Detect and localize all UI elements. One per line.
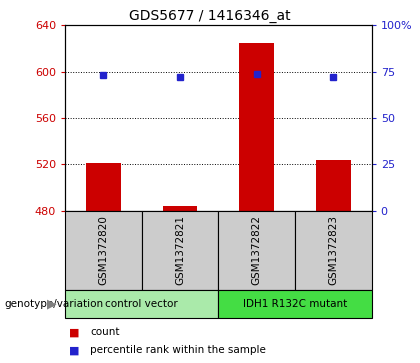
Text: GSM1372820: GSM1372820 xyxy=(98,216,108,285)
Text: percentile rank within the sample: percentile rank within the sample xyxy=(90,345,266,355)
Text: ■: ■ xyxy=(69,345,80,355)
Bar xyxy=(142,211,218,290)
Text: control vector: control vector xyxy=(105,299,178,309)
Bar xyxy=(163,206,197,211)
Text: ■: ■ xyxy=(69,327,80,337)
Bar xyxy=(218,290,372,318)
Bar xyxy=(295,211,372,290)
Text: GSM1372821: GSM1372821 xyxy=(175,216,185,285)
Text: GSM1372823: GSM1372823 xyxy=(328,216,339,285)
Bar xyxy=(65,290,218,318)
Text: GDS5677 / 1416346_at: GDS5677 / 1416346_at xyxy=(129,9,291,23)
Text: ▶: ▶ xyxy=(47,298,57,310)
Text: IDH1 R132C mutant: IDH1 R132C mutant xyxy=(243,299,347,309)
Text: GSM1372822: GSM1372822 xyxy=(252,216,262,285)
Text: genotype/variation: genotype/variation xyxy=(4,299,103,309)
Bar xyxy=(239,43,274,211)
Bar xyxy=(86,163,121,211)
Bar xyxy=(218,211,295,290)
Text: count: count xyxy=(90,327,120,337)
Bar xyxy=(65,211,142,290)
Bar xyxy=(316,160,351,211)
